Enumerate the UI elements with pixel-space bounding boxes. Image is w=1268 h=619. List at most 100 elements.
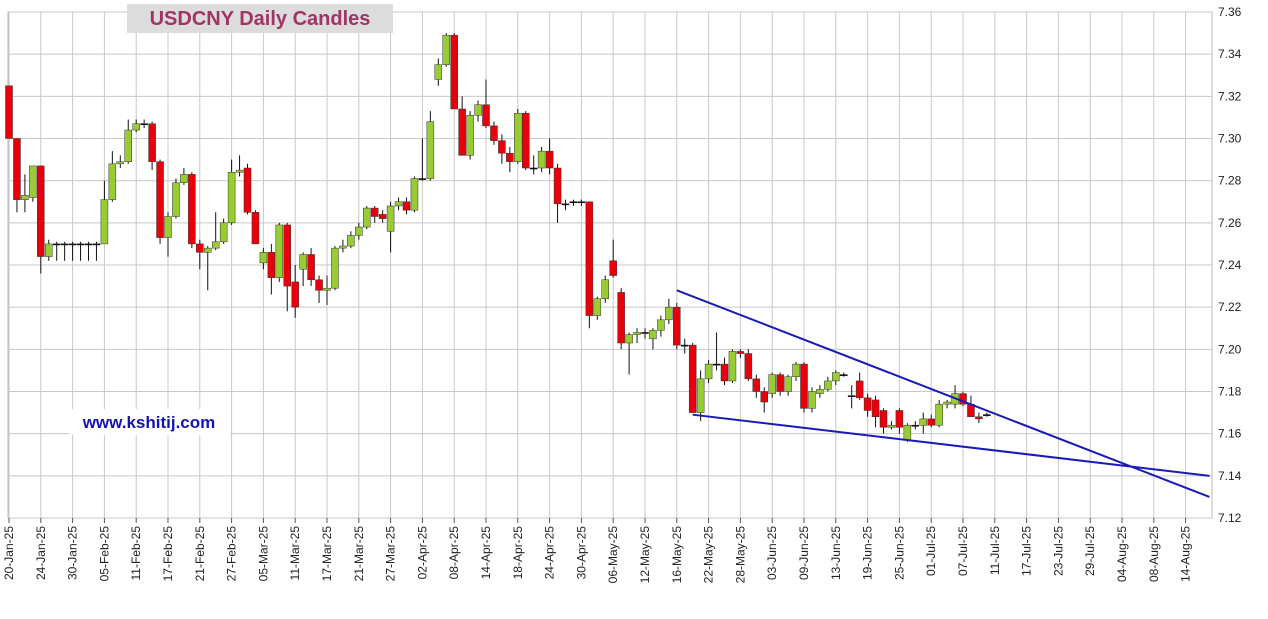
x-tick-label: 08-Apr-25	[447, 526, 461, 580]
candle-body	[37, 165, 45, 257]
candle-body	[927, 418, 935, 426]
candle-body	[847, 395, 856, 398]
candle-body	[442, 34, 450, 65]
candle-body	[609, 260, 617, 276]
candle-body	[267, 252, 276, 278]
candle-body	[776, 374, 784, 392]
candle-body	[84, 243, 93, 246]
candle-body	[688, 344, 697, 413]
marks	[5, 33, 1210, 498]
candle-body	[370, 207, 379, 217]
x-tick-label: 25-Jun-25	[892, 526, 906, 580]
candle-body	[211, 241, 220, 249]
x-tick-label: 22-May-25	[702, 526, 716, 584]
x-tick-label: 07-Jul-25	[956, 526, 970, 576]
candle-body	[657, 319, 665, 331]
x-tick-label: 04-Aug-25	[1115, 526, 1129, 582]
candle-body	[633, 332, 641, 335]
candle-body	[156, 161, 164, 238]
y-tick-label: 7.24	[1218, 258, 1242, 272]
candle-body	[855, 380, 864, 399]
candle-body	[522, 112, 530, 169]
candle-body	[299, 254, 307, 270]
candle-body	[60, 243, 69, 246]
candle-body	[68, 243, 77, 246]
candle-body	[601, 279, 609, 299]
candle-body	[13, 138, 21, 200]
x-tick-label: 01-Jul-25	[924, 526, 938, 576]
candle-body	[514, 112, 522, 162]
candle-body	[911, 424, 920, 427]
x-tick-label: 16-May-25	[670, 526, 684, 584]
candle-body	[291, 281, 299, 308]
candle-body	[728, 351, 737, 382]
candle-body	[148, 123, 156, 162]
x-tick-label: 21-Mar-25	[352, 526, 366, 582]
candle-body	[116, 161, 125, 165]
candle-body	[808, 391, 816, 409]
candle-body	[227, 171, 236, 224]
x-tick-label: 24-Jan-25	[34, 526, 48, 580]
trendline	[692, 413, 1210, 477]
candle-body	[744, 353, 753, 380]
candle-body	[561, 203, 570, 206]
y-tick-label: 7.34	[1218, 47, 1242, 61]
y-tick-label: 7.18	[1218, 385, 1242, 399]
candle-body	[641, 332, 649, 334]
candle-body	[363, 207, 371, 228]
x-tick-label: 27-Feb-25	[225, 526, 239, 582]
candle-body	[712, 363, 721, 366]
trendline	[676, 289, 1210, 498]
candle-body	[315, 279, 323, 291]
candle-body	[649, 330, 657, 340]
x-tick-label: 20-Jan-25	[2, 526, 16, 580]
candle-body	[983, 414, 991, 416]
candle-body	[537, 150, 546, 169]
chart-title: USDCNY Daily Candles	[150, 8, 371, 30]
candle-body	[418, 178, 427, 180]
candle-body	[204, 247, 212, 253]
candle-body	[219, 222, 228, 243]
y-tick-label: 7.28	[1218, 174, 1242, 188]
candle-body	[792, 363, 800, 377]
candle-body	[959, 393, 967, 405]
candle-body	[553, 167, 562, 205]
candle-body	[52, 243, 61, 246]
x-tick-label: 02-Apr-25	[415, 526, 429, 580]
candle-body	[490, 125, 498, 141]
candle-body	[839, 374, 848, 376]
x-tick-label: 11-Feb-25	[129, 526, 143, 581]
candle-body	[545, 150, 554, 169]
candle-body	[569, 201, 578, 204]
x-tick-label: 12-May-25	[638, 526, 652, 584]
candle-body	[784, 376, 792, 392]
candle-body	[871, 399, 880, 418]
x-tick-label: 08-Aug-25	[1147, 526, 1161, 582]
y-tick-label: 7.16	[1218, 427, 1242, 441]
candle-body	[895, 410, 904, 428]
candle-body	[394, 201, 403, 207]
x-tick-label: 05-Feb-25	[97, 526, 111, 582]
x-tick-label: 19-Jun-25	[861, 526, 875, 580]
candle-body	[736, 351, 745, 354]
candle-body	[92, 243, 101, 246]
candle-body	[378, 214, 387, 219]
candle-body	[935, 403, 943, 426]
candle-body	[458, 108, 466, 156]
candle-body	[251, 212, 260, 245]
candle-body	[140, 123, 148, 126]
candle-body	[76, 243, 85, 246]
candle-body	[259, 252, 268, 264]
y-tick-label: 7.36	[1218, 5, 1242, 19]
candle-body	[943, 401, 951, 405]
candle-body	[339, 245, 347, 249]
x-tick-label: 21-Feb-25	[193, 526, 207, 582]
candle-body	[680, 344, 689, 347]
candle-body	[816, 389, 824, 394]
candle-body	[21, 195, 29, 200]
x-tick-label: 06-May-25	[606, 526, 620, 584]
candle-body	[919, 418, 927, 426]
candle-body	[323, 287, 331, 291]
